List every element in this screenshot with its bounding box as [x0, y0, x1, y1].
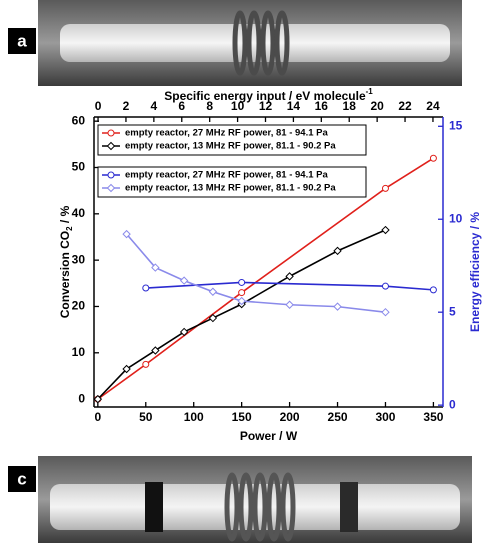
y2-axis-label: Energy efficiency / %	[468, 212, 482, 332]
x2-tick-label: 12	[259, 99, 273, 113]
x2-tick-label: 8	[206, 99, 213, 113]
point	[93, 394, 103, 404]
legend-box	[97, 166, 367, 198]
x2-tick-label: 14	[287, 99, 301, 113]
point	[208, 287, 218, 296]
x-axis-label: Power / W	[240, 429, 298, 443]
point	[381, 282, 389, 290]
x-tick-label: 300	[375, 410, 395, 424]
point	[381, 225, 390, 235]
x-tick-label: 150	[232, 410, 252, 424]
point	[381, 184, 389, 192]
x2-tick-label: 0	[95, 99, 102, 113]
point	[179, 276, 189, 285]
point	[238, 289, 246, 297]
point	[237, 296, 246, 306]
legend-box	[97, 124, 367, 156]
y2-tick-label: 5	[449, 304, 456, 318]
x2-tick-label: 6	[178, 99, 185, 113]
photo-a	[38, 0, 462, 86]
point	[179, 327, 189, 337]
series-line	[125, 233, 386, 313]
y2-tick-label: 15	[449, 118, 463, 132]
legend-marker	[107, 129, 115, 137]
y-tick-label: 10	[72, 345, 86, 359]
x2-tick-label: 16	[315, 99, 329, 113]
x2-tick-label: 2	[123, 99, 130, 113]
y-tick-label: 50	[72, 160, 86, 174]
legend-label: empty reactor, 27 MHz RF power, 81 - 94.…	[125, 170, 328, 181]
panel-label: a	[17, 31, 27, 50]
point	[381, 307, 390, 317]
y-axis-label-tail: / %	[58, 205, 72, 226]
x2-tick-label: 24	[426, 99, 440, 113]
legend-label: empty reactor, 13 MHz RF power, 81.1 - 9…	[125, 183, 336, 194]
point	[285, 300, 294, 309]
panel-label-box	[8, 466, 36, 492]
y-axis-label: Conversion CO2 / %	[58, 205, 74, 318]
photo-c	[38, 456, 472, 543]
legend-marker	[107, 171, 115, 179]
x2-tick-label: 22	[398, 99, 412, 113]
point	[429, 286, 437, 294]
legend-marker	[106, 183, 116, 193]
panel-label: c	[17, 469, 26, 488]
point	[142, 284, 150, 292]
y-tick-label: 40	[72, 206, 86, 220]
point	[151, 263, 160, 272]
point	[142, 360, 150, 368]
point	[151, 346, 160, 355]
panel-label-box	[8, 28, 36, 54]
x-tick-label: 50	[139, 410, 153, 424]
series-line	[145, 281, 434, 291]
y-tick-label: 0	[78, 391, 85, 405]
x-tick-label: 100	[184, 410, 204, 424]
legend-label: empty reactor, 27 MHz RF power, 81 - 94.…	[125, 128, 328, 139]
y-axis-label-sub: 2	[65, 226, 74, 231]
point	[333, 302, 342, 311]
x2-axis-label-text: Specific energy input / eV molecule	[164, 89, 366, 103]
y2-tick-label: 0	[449, 397, 456, 411]
x2-tick-label: 18	[343, 99, 357, 113]
point	[285, 272, 294, 281]
legend-marker	[106, 141, 116, 151]
y-tick-label: 30	[72, 252, 86, 266]
y-axis-label-text: Conversion CO	[58, 231, 72, 318]
x2-tick-label: 4	[151, 99, 158, 113]
y-tick-label: 60	[72, 113, 86, 127]
point	[333, 246, 342, 256]
x2-axis-label: Specific energy input / eV molecule-1	[164, 87, 373, 103]
point	[208, 313, 218, 323]
point	[122, 364, 131, 374]
x-tick-label: 200	[280, 410, 300, 424]
x2-tick-label: 20	[370, 99, 384, 113]
y2-tick-label: 10	[449, 211, 463, 225]
point	[429, 154, 437, 162]
x-tick-label: 350	[423, 410, 443, 424]
x2-axis-label-sup: -1	[366, 87, 374, 96]
point	[238, 278, 246, 286]
x-tick-label: 0	[94, 410, 101, 424]
point	[122, 229, 131, 239]
y-tick-label: 20	[72, 299, 86, 313]
x2-tick-label: 10	[231, 99, 245, 113]
x-tick-label: 250	[328, 410, 348, 424]
legend-label: empty reactor, 13 MHz RF power, 81.1 - 9…	[125, 141, 336, 152]
